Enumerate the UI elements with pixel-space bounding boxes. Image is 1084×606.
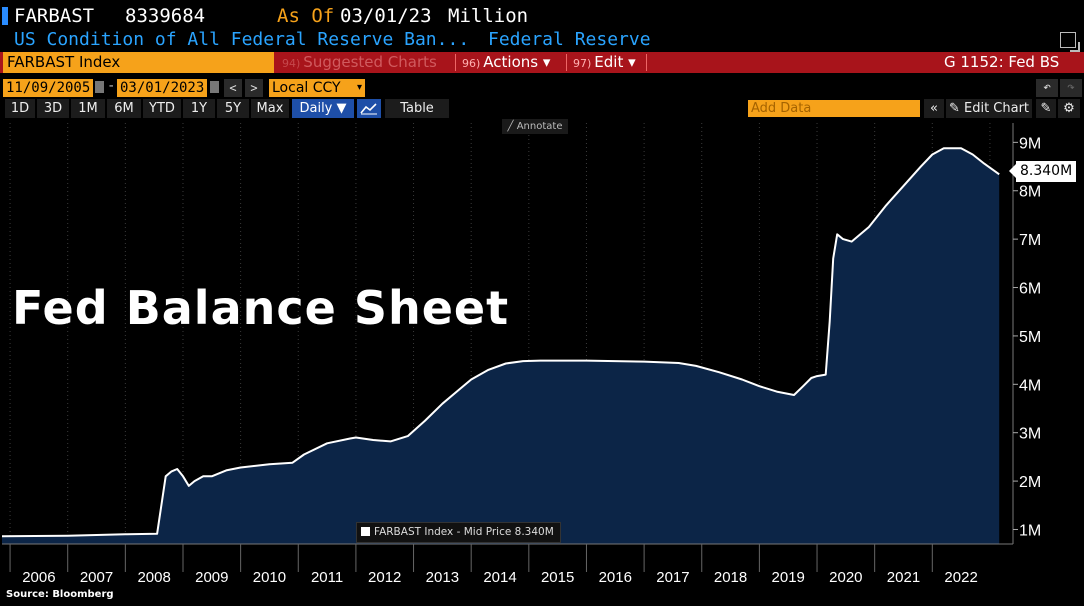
date-separator: - [107,78,116,94]
dropdown-icon: ▾ [356,82,362,93]
chart-legend[interactable]: FARBAST Index - Mid Price 8.340M [356,522,561,543]
series-area [2,148,1000,544]
edit-label: Edit ▾ [594,53,636,71]
start-date-field[interactable]: 11/09/2005 [3,79,93,97]
x-tick-label: 2007 [80,569,113,586]
x-tick-label: 2016 [599,569,632,586]
last-value: 8339684 [125,5,206,27]
toolbar-divider [455,54,456,71]
add-data-input[interactable]: Add Data [748,100,920,117]
x-tick-label: 2019 [772,569,805,586]
x-tick-label: 2013 [426,569,459,586]
x-tick-label: 2015 [541,569,574,586]
chevron-right-icon[interactable]: > [245,79,263,97]
chevron-left-icon[interactable]: < [224,79,242,97]
toolbar-divider [566,54,567,71]
ticker-label: FARBAST [14,5,95,27]
pencil-icon: ✎ [948,101,960,116]
suggested-charts-button[interactable]: 94) Suggested Charts [282,52,437,73]
x-tick-label: 2014 [483,569,516,586]
annotate-button[interactable]: ╱ Annotate [502,119,568,134]
line-chart-glyph [360,103,377,115]
suggested-charts-label: Suggested Charts [303,53,437,71]
x-tick-label: 2020 [829,569,862,586]
table-button[interactable]: Table [385,99,449,118]
x-tick-label: 2021 [887,569,920,586]
series-line [1,147,1000,538]
header-row: FARBAST 8339684 As Of 03/01/23 Million [0,4,1084,28]
y-tick-label: 1M [1019,522,1041,539]
calendar-icon[interactable] [210,81,219,93]
edit-number: 97) [573,57,592,70]
actions-number: 96) [462,57,481,70]
redo-icon[interactable]: ↷ [1060,79,1082,97]
y-tick-label: 2M [1019,474,1041,491]
gear-icon[interactable]: ⚙ [1058,99,1080,118]
y-tick-label: 6M [1019,281,1041,298]
source-note: Source: Bloomberg [6,589,114,600]
security-marker [2,7,8,25]
edit-chart-label: Edit Chart [964,101,1030,116]
range-ytd[interactable]: YTD [143,99,181,118]
edit-menu[interactable]: 97) Edit ▾ [573,52,636,73]
legend-swatch [361,527,370,536]
annotate-icon: ╱ [507,121,514,132]
x-tick-label: 2011 [311,569,343,586]
range-row: 1D 3D 1M 6M YTD 1Y 5Y Max Daily ▼ Table … [0,99,1084,118]
y-axis: 1M 2M 3M 4M 5M 6M 7M 8M 9M [1012,123,1041,544]
security-field[interactable]: FARBAST Index [3,52,274,73]
range-5y[interactable]: 5Y [217,99,249,118]
y-tick-label: 4M [1019,377,1041,394]
edit-chart-button[interactable]: ✎ Edit Chart [946,99,1032,118]
as-of-label: As Of [277,5,335,27]
suggested-charts-number: 94) [282,57,301,70]
x-tick-label: 2017 [656,569,689,586]
y-tick-label: 8M [1019,184,1041,201]
y-tick-label: 3M [1019,426,1041,443]
date-row: 11/09/2005 - 03/01/2023 < > Local CCY ▾ ↶… [0,78,1084,98]
description-row: US Condition of All Federal Reserve Ban.… [0,29,1084,51]
legend-label: FARBAST Index - Mid Price 8.340M [374,526,554,538]
annotate-label: Annotate [516,121,563,132]
actions-label: Actions ▾ [483,53,551,71]
range-max[interactable]: Max [251,99,289,118]
data-source: Federal Reserve [488,29,651,50]
frequency-select[interactable]: Daily ▼ [292,99,354,118]
security-description: US Condition of All Federal Reserve Ban.… [14,29,470,50]
end-date-field[interactable]: 03/01/2023 [117,79,207,97]
x-tick-label: 2012 [368,569,401,586]
range-3d[interactable]: 3D [37,99,69,118]
y-tick-label: 5M [1019,329,1041,346]
range-1d[interactable]: 1D [5,99,35,118]
x-tick-label: 2008 [137,569,170,586]
actions-menu[interactable]: 96) Actions ▾ [462,52,550,73]
x-tick-label: 2018 [714,569,747,586]
range-6m[interactable]: 6M [107,99,141,118]
currency-value: Local CCY [272,80,341,96]
x-axis: 2006 2007 2008 2009 2010 2011 2012 2013 2014 2015… [2,543,1013,586]
undo-icon[interactable]: ↶ [1036,79,1058,97]
x-tick-label: 2010 [253,569,286,586]
calendar-icon[interactable] [95,81,104,93]
x-tick-label: 2022 [944,569,977,586]
y-tick-label: 9M [1019,135,1041,152]
line-chart-icon[interactable] [357,99,381,118]
x-tick-label: 2006 [22,569,55,586]
y-tick-label: 7M [1019,232,1041,249]
as-of-date: 03/01/23 [340,5,432,27]
chart-title: Fed Balance Sheet [12,281,510,335]
range-1m[interactable]: 1M [71,99,105,118]
range-1y[interactable]: 1Y [183,99,215,118]
units-label: Million [448,5,529,27]
edit-icon[interactable]: ✎ [1036,99,1056,118]
collapse-icon[interactable]: « [924,99,944,118]
last-value-tag: 8.340M [1008,161,1077,182]
command-bar: FARBAST Index 94) Suggested Charts 96) Act… [0,52,1084,73]
popout-icon[interactable] [1060,32,1080,52]
page-id: G 1152: Fed BS [944,53,1060,71]
currency-select[interactable]: Local CCY ▾ [269,79,365,97]
x-tick-label: 2009 [195,569,228,586]
toolbar-divider [646,54,647,71]
